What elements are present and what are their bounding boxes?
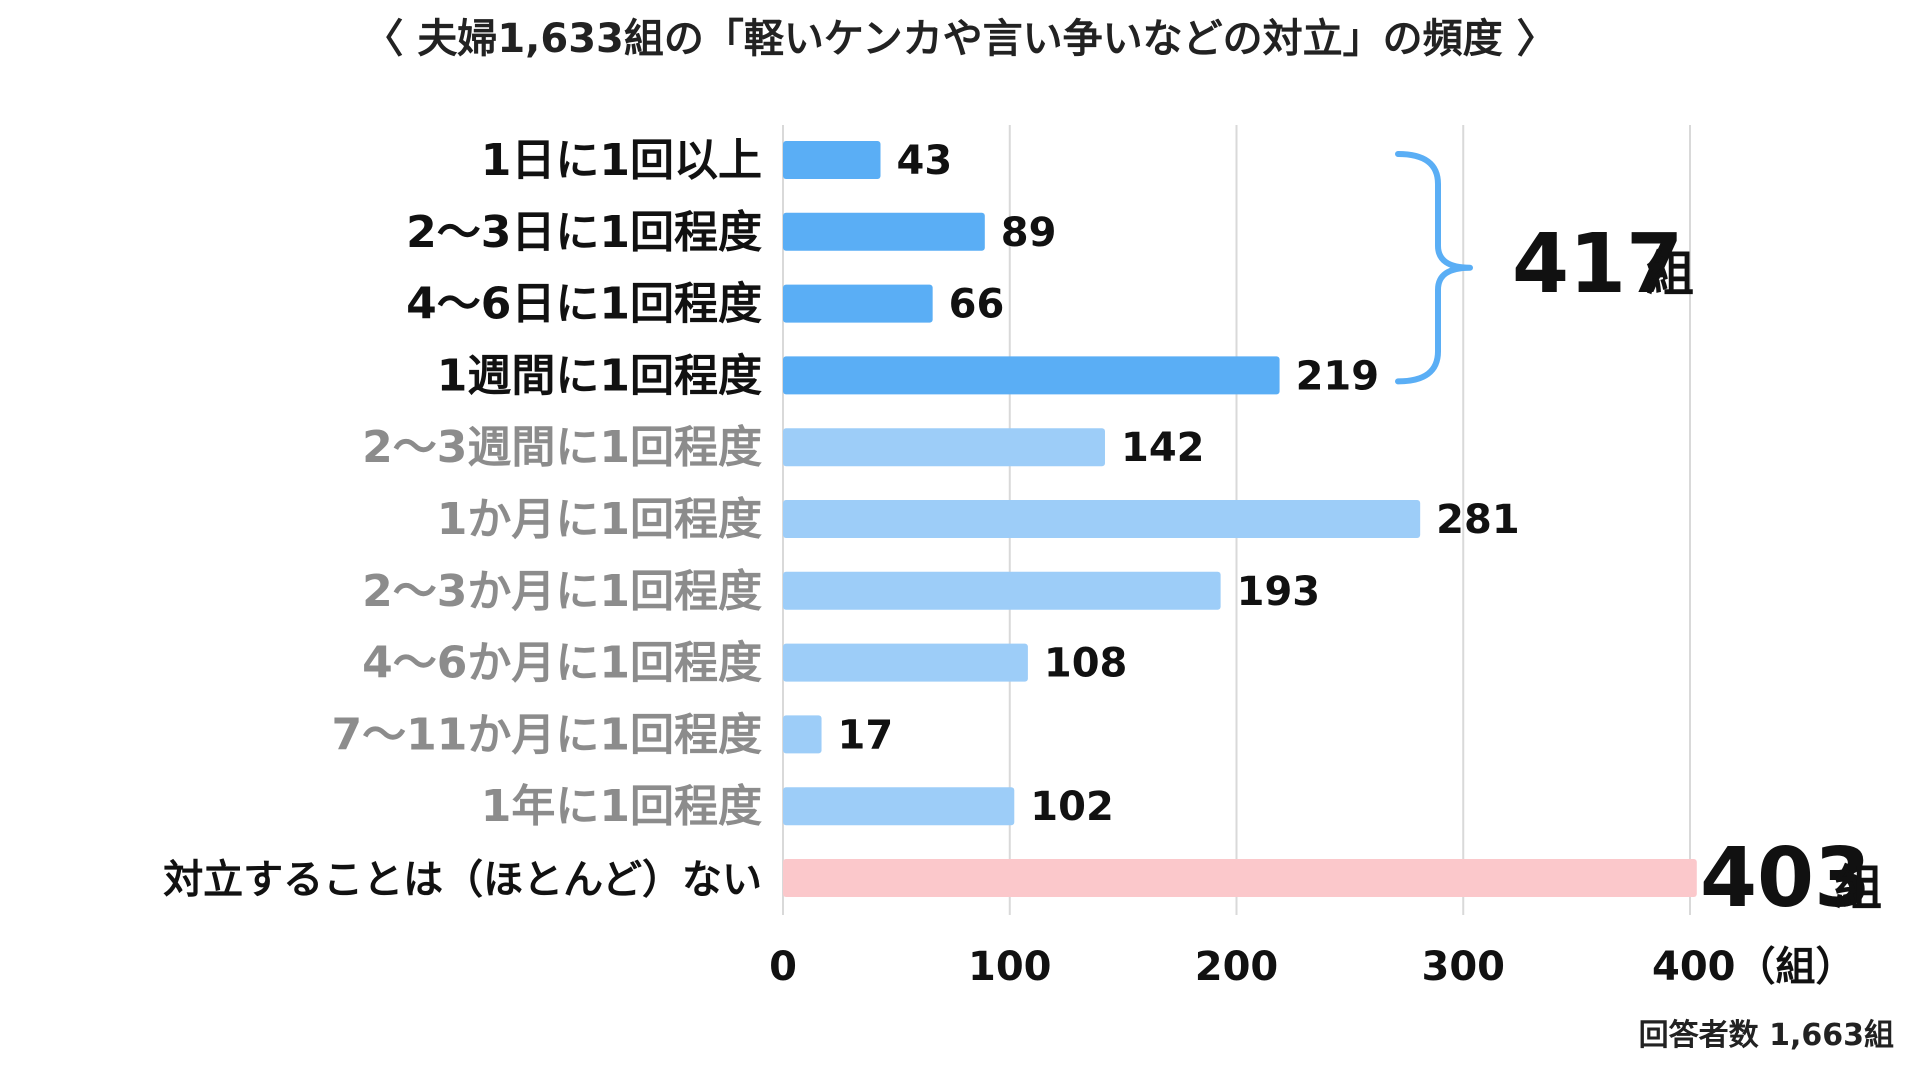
x-tick-label: 400（組） [1652,944,1856,990]
value-label: 108 [1044,641,1128,687]
value-label: 281 [1436,497,1520,543]
x-tick-label: 300 [1422,944,1506,990]
value-label: 17 [838,712,894,758]
category-label: 1年に1回程度 [481,781,762,832]
value-label: 193 [1237,569,1321,615]
respondent-count: 回答者数 1,663組 [1638,1018,1894,1053]
category-label: 4〜6か月に1回程度 [362,638,762,689]
value-label: 43 [897,138,953,184]
bar [783,859,1697,897]
category-label: 2〜3日に1回程度 [406,207,762,258]
bars [783,141,1697,897]
value-label: 219 [1296,353,1380,399]
value-label: 66 [949,282,1005,328]
category-labels: 1日に1回以上 2〜3日に1回程度 4〜6日に1回程度 1週間に1回程度 2〜3週間に1… [163,135,762,903]
value-label: 102 [1030,784,1114,830]
bar [783,141,881,179]
category-label: 対立することは（ほとんど）ない [163,857,762,903]
value-labels: 43 89 66 219 142 281 193 108 17 102 [838,138,1520,830]
none-total-unit: 組 [1834,860,1882,916]
chart-title: 〈 夫婦1,633組の「軽いケンカや言い争いなどの対立」の頻度 〉 [363,16,1557,62]
bar [783,643,1028,682]
x-tick-label: 100 [968,944,1052,990]
bar [783,212,985,251]
value-label: 142 [1121,425,1205,471]
group-total-value: 417 [1512,217,1683,312]
x-tick-label: 0 [769,944,797,990]
bar [783,500,1421,538]
group-total-unit: 組 [1646,246,1694,302]
bar [783,571,1221,610]
category-label: 4〜6日に1回程度 [406,279,762,330]
none-total-value: 403 [1700,831,1871,926]
x-tick-label: 200 [1195,944,1279,990]
x-axis-ticks: 0 100 200 300 400（組） [769,944,1855,990]
bar [783,715,822,754]
category-label: 2〜3か月に1回程度 [362,566,762,617]
category-label: 1か月に1回程度 [437,494,762,545]
value-label: 89 [1001,210,1057,256]
category-label: 7〜11か月に1回程度 [332,709,762,760]
bar [783,356,1280,395]
category-label: 1週間に1回程度 [437,350,762,401]
bar [783,284,933,323]
category-label: 2〜3週間に1回程度 [362,422,762,473]
bar [783,428,1105,467]
category-label: 1日に1回以上 [481,135,762,186]
group-bracket [1395,151,1473,385]
bar [783,787,1015,826]
